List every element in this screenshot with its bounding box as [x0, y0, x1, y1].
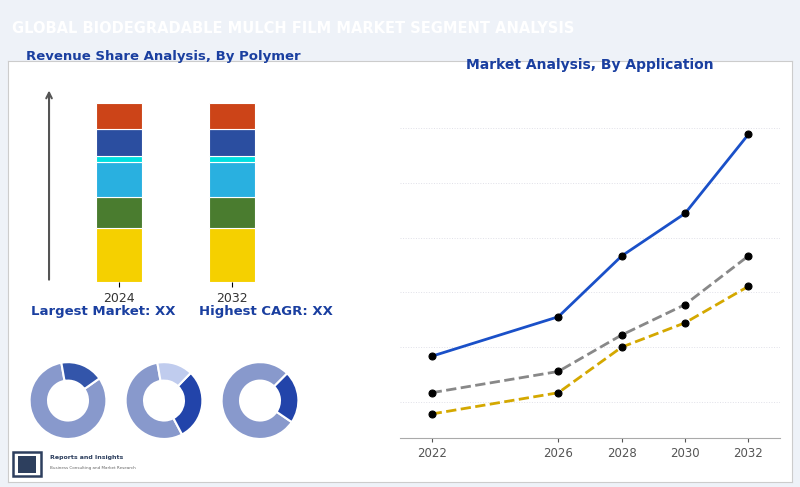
Text: GLOBAL BIODEGRADABLE MULCH FILM MARKET SEGMENT ANALYSIS: GLOBAL BIODEGRADABLE MULCH FILM MARKET S…: [12, 20, 574, 36]
Wedge shape: [174, 373, 202, 434]
Bar: [97, 129, 142, 156]
Text: Highest CAGR: XX: Highest CAGR: XX: [198, 305, 333, 318]
Wedge shape: [222, 362, 292, 439]
Bar: [210, 162, 254, 197]
Bar: [97, 197, 142, 228]
Wedge shape: [274, 374, 298, 422]
Bar: [18, 456, 36, 472]
Text: Reports and Insights: Reports and Insights: [50, 455, 124, 461]
Wedge shape: [158, 362, 190, 386]
Text: Revenue Share Analysis, By Polymer: Revenue Share Analysis, By Polymer: [26, 50, 300, 63]
Bar: [210, 228, 254, 282]
Bar: [97, 162, 142, 197]
Wedge shape: [30, 363, 106, 439]
Bar: [210, 129, 254, 156]
Bar: [210, 197, 254, 228]
Text: Largest Market: XX: Largest Market: XX: [30, 305, 175, 318]
Text: Business Consulting and Market Research: Business Consulting and Market Research: [50, 466, 136, 470]
Bar: [210, 103, 254, 129]
Wedge shape: [126, 363, 182, 439]
Bar: [14, 452, 42, 476]
Wedge shape: [62, 362, 99, 389]
Bar: [210, 156, 254, 162]
Bar: [97, 156, 142, 162]
Bar: [97, 103, 142, 129]
Title: Market Analysis, By Application: Market Analysis, By Application: [466, 58, 714, 72]
Bar: [97, 228, 142, 282]
